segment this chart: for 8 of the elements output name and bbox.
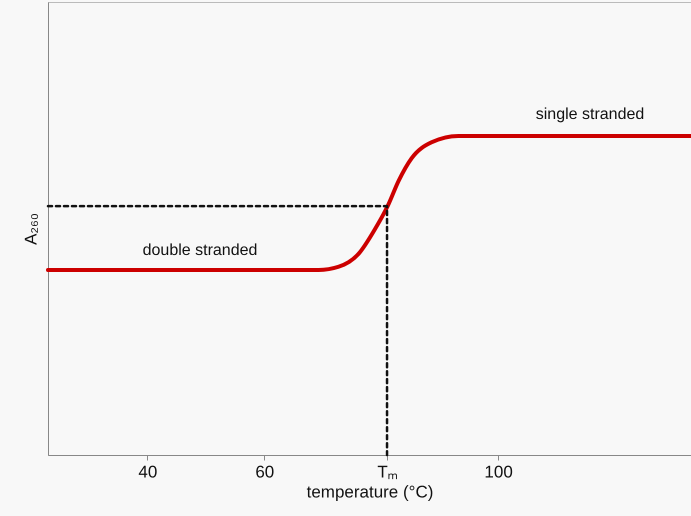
x-axis-title: temperature (°C) (306, 482, 434, 502)
text: single stranded (536, 106, 644, 123)
x-tick-label: 40 (138, 462, 158, 482)
y-axis-title: A₂₆₀ (22, 213, 40, 245)
x-tick-label: Tₘ (377, 462, 398, 482)
x-tick-label: 100 (484, 462, 513, 482)
annotation: double stranded (142, 242, 258, 259)
x-tick-label: 60 (255, 462, 274, 482)
